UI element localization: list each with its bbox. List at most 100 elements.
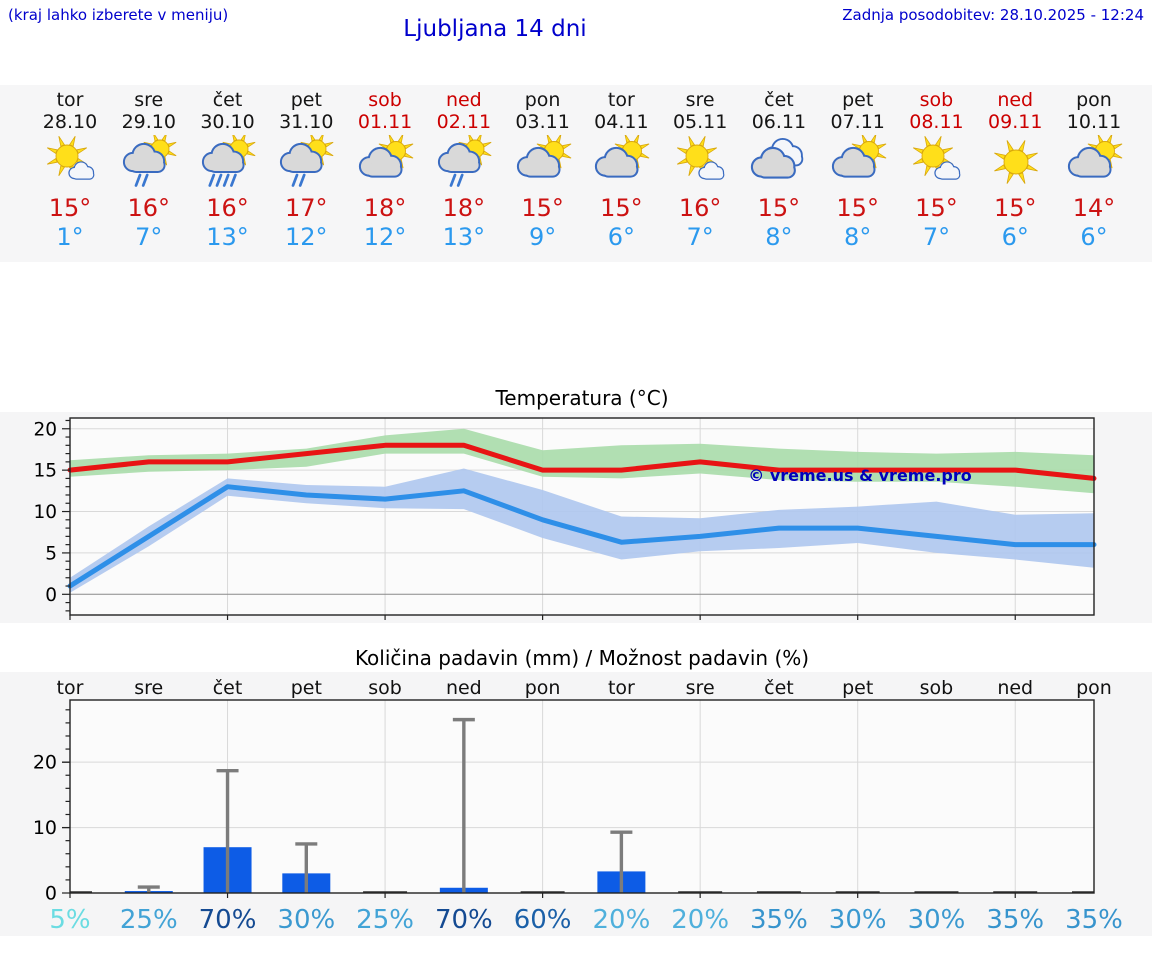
- weather-icon-cloud-sun: [516, 135, 571, 178]
- forecast-date-label: 28.10: [42, 111, 98, 133]
- forecast-date-label: 06.11: [751, 111, 807, 133]
- day-label: tor: [608, 677, 635, 699]
- forecast-day-label: čet: [212, 89, 243, 111]
- precip-zero-bar: [756, 891, 801, 893]
- day-label: ned: [997, 677, 1033, 699]
- max-temp-band: [70, 428, 1094, 494]
- forecast-day-label: sre: [134, 89, 164, 111]
- forecast-day-label: pon: [1076, 89, 1112, 111]
- high-temp-label: 18°: [363, 194, 407, 222]
- low-temp-label: 7°: [135, 223, 163, 251]
- weather-icon-cloud-sun: [1067, 135, 1123, 178]
- high-temp-label: 14°: [1072, 194, 1116, 222]
- high-temp-label: 15°: [600, 194, 643, 222]
- plot-frame: [69, 699, 1095, 894]
- weather-icon-cloud-sun-rain-2: [437, 135, 492, 187]
- forecast-date-label: 02.11: [436, 111, 492, 133]
- forecast-day-label: tor: [607, 89, 635, 111]
- forecast-date-label: 29.10: [121, 111, 176, 133]
- day-label: pet: [291, 677, 322, 699]
- forecast-day-cell: tor 04.11 15° 6°: [582, 85, 660, 262]
- forecast-day-cell: tor 28.10 15° 1°: [31, 85, 109, 262]
- menu-hint-text: (kraj lahko izberete v meniju): [8, 6, 229, 24]
- weather-icon-sun: [994, 140, 1039, 184]
- forecast-day-label: čet: [764, 89, 794, 111]
- precip-zero-bar: [914, 891, 959, 893]
- forecast-day-cell: sob 08.11 15° 7°: [897, 85, 975, 262]
- high-temp-label: 16°: [127, 194, 171, 222]
- precip-probability-label: 20%: [592, 905, 650, 935]
- forecast-date-label: 10.11: [1066, 111, 1122, 133]
- plot-frame: [69, 417, 1095, 616]
- day-label: pon: [1076, 677, 1112, 699]
- precipitation-chart-title: Količina padavin (mm) / Možnost padavin …: [354, 646, 810, 670]
- high-temp-label: 18°: [442, 194, 486, 222]
- weather-icon-sun-small-cloud: [913, 135, 961, 180]
- forecast-day-label: sob: [919, 89, 954, 111]
- bars-group: [70, 717, 1094, 893]
- y-tick-label: 0: [45, 883, 57, 905]
- day-label: sre: [686, 677, 715, 699]
- high-temp-label: 15°: [993, 194, 1037, 222]
- high-temp-label: 15°: [836, 194, 879, 222]
- precip-probability-label: 30%: [829, 905, 887, 935]
- weather-icon-cloud-sun: [831, 135, 887, 178]
- high-temp-label: 15°: [757, 194, 801, 222]
- forecast-day-cell: čet 06.11 15° 8°: [740, 85, 818, 262]
- copyright-watermark-link[interactable]: © vreme.us & vreme.pro: [748, 466, 972, 485]
- weather-icon-cloudy: [750, 137, 804, 179]
- y-tick-label: 5: [45, 543, 57, 564]
- y-tick-label: 10: [33, 502, 57, 523]
- forecast-day-cell: sre 29.10 16° 7°: [110, 85, 188, 262]
- precip-zero-bar: [678, 891, 723, 893]
- forecast-date-label: 03.11: [515, 111, 570, 133]
- forecast-day-cell: pet 31.10 17° 12°: [267, 85, 345, 262]
- low-temp-label: 13°: [206, 223, 249, 251]
- high-temp-label: 15°: [521, 194, 564, 222]
- precip-probability-label: 70%: [199, 905, 257, 935]
- precip-zero-bar: [70, 891, 92, 893]
- precip-zero-bar: [993, 891, 1038, 893]
- low-temp-label: 6°: [1080, 223, 1108, 251]
- max-temp-line: [67, 442, 1097, 481]
- y-tick-label: 15: [33, 461, 57, 482]
- weather-icon-cloud-sun-rain-2: [280, 135, 334, 187]
- y-tick-label: 0: [45, 585, 57, 606]
- precip-probability-label: 60%: [514, 905, 572, 935]
- forecast-day-label: ned: [997, 89, 1034, 111]
- forecast-day-label: sob: [368, 89, 402, 111]
- precip-probability-label: 30%: [908, 905, 966, 935]
- y-tick-label: 20: [33, 419, 57, 440]
- low-temp-label: 13°: [442, 223, 486, 251]
- day-label: sre: [134, 677, 163, 699]
- high-temp-label: 15°: [48, 194, 92, 222]
- weather-icon-cloud-sun: [595, 135, 650, 178]
- forecast-day-cell: pet 07.11 15° 8°: [819, 85, 897, 262]
- precip-probability-label: 35%: [1065, 905, 1123, 935]
- low-temp-label: 12°: [285, 223, 328, 251]
- page-title: Ljubljana 14 dni: [403, 16, 587, 42]
- forecast-date-label: 01.11: [357, 111, 413, 133]
- precip-probability-label: 35%: [750, 905, 808, 935]
- forecast-day-cell: ned 09.11 15° 6°: [976, 85, 1054, 262]
- forecast-day-label: pet: [290, 89, 322, 111]
- y-tick-label: 20: [33, 752, 57, 774]
- precip-probability-label: 35%: [986, 905, 1044, 935]
- forecast-date-label: 31.10: [279, 111, 334, 133]
- high-temp-label: 17°: [285, 194, 328, 222]
- high-temp-label: 15°: [915, 194, 958, 222]
- precip-probability-label: 25%: [356, 905, 414, 935]
- day-label: ned: [446, 677, 482, 699]
- forecast-day-label: ned: [445, 89, 482, 111]
- day-label: sob: [368, 677, 402, 699]
- day-label: pon: [525, 677, 561, 699]
- low-temp-label: 6°: [607, 223, 636, 251]
- precipitation-chart: tor sre čet pet sob ned pon tor sre čet pet sob ned p…: [0, 672, 1152, 936]
- low-temp-label: 9°: [528, 223, 557, 251]
- low-temp-label: 1°: [56, 223, 84, 251]
- min-temp-line: [67, 484, 1097, 589]
- low-temp-label: 6°: [1001, 223, 1029, 251]
- forecast-day-cell: pon 10.11 14° 6°: [1055, 85, 1133, 262]
- forecast-strip: tor 28.10 15° 1° sre 29.10 16° 7° čet 30.10 16° 13°…: [0, 85, 1152, 262]
- low-temp-label: 7°: [686, 223, 714, 251]
